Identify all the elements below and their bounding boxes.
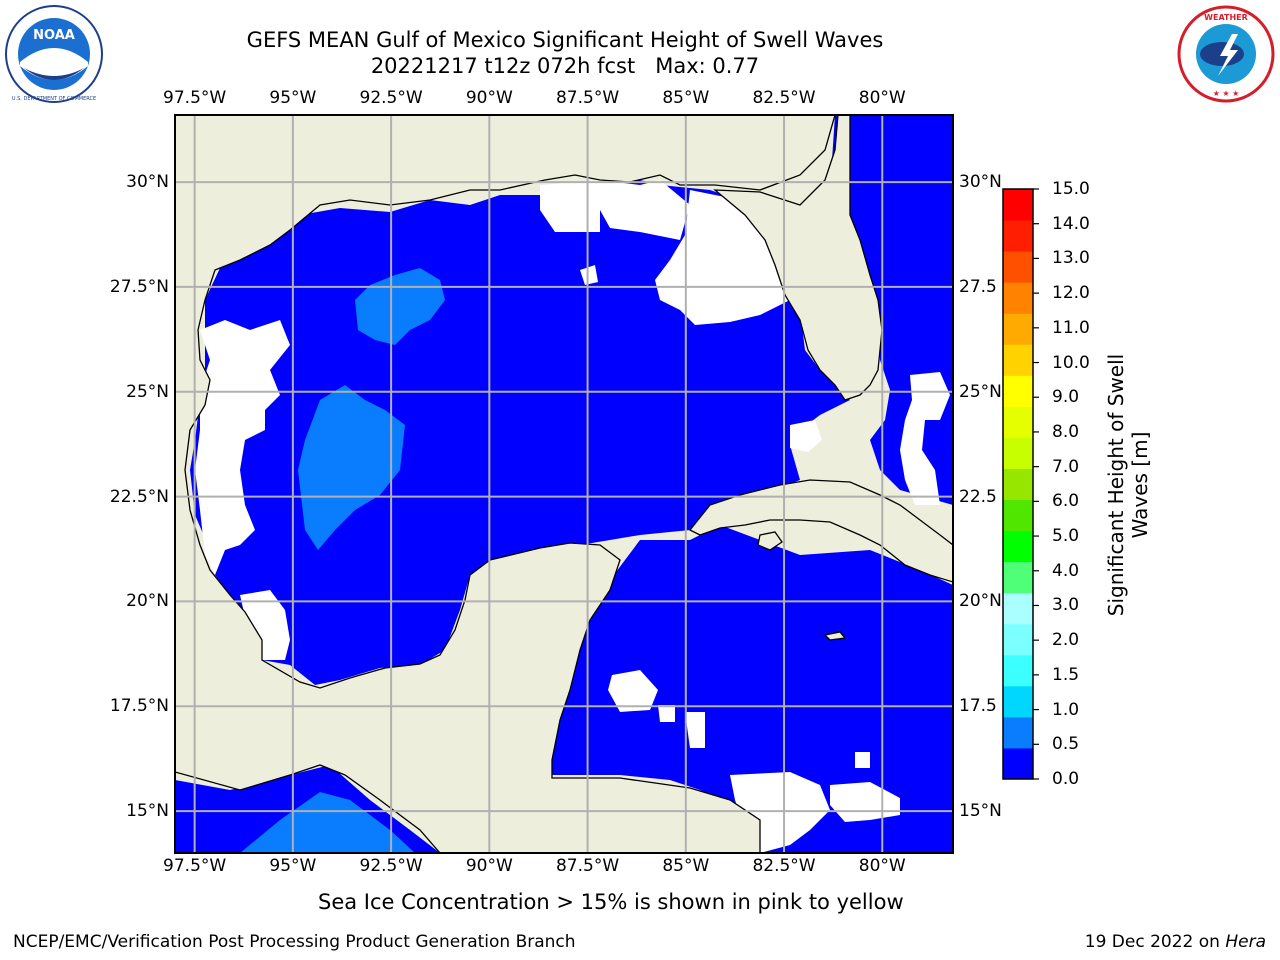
lat-tick-label: 15°N [126,801,169,822]
lat-tick-label: 15°N [959,801,1002,822]
colorbar-tick-label: 15.0 [1052,179,1090,199]
colorbar-tick-label: 1.5 [1052,664,1080,685]
colorbar-tick-label: 3.0 [1052,595,1080,616]
lon-tick-label: 80°W [858,88,906,108]
lon-tick-label: 92.5°W [359,856,423,876]
colorbar-segment [1003,530,1033,563]
lat-tick-label: 22.5°N [109,486,169,507]
colorbar-segment [1003,468,1033,501]
lat-tick-label: 27.5°N [109,276,169,297]
lon-tick-label: 95°W [269,856,317,876]
lat-tick-label: 17.5 [959,696,997,717]
lat-tick-label: 17.5°N [109,696,169,717]
colorbar-tick-label: 8.0 [1052,421,1080,442]
colorbar-tick-label: 5.0 [1052,526,1080,547]
map-frame-content [175,115,953,853]
lon-tick-label: 92.5°W [359,88,423,108]
colorbar-segment [1003,251,1033,283]
colorbar-segment [1003,344,1033,376]
colorbar-segment [1003,685,1033,718]
lat-tick-label: 25°N [126,381,169,402]
title-line-1: GEFS MEAN Gulf of Mexico Significant Hei… [246,28,884,52]
lon-tick-label: 90°W [465,856,513,876]
svg-text:U.S. DEPARTMENT OF COMMERCE: U.S. DEPARTMENT OF COMMERCE [12,96,96,102]
credit-host: Hera [1225,932,1266,952]
lon-tick-label: 97.5°W [163,856,227,876]
lon-tick-label: 90°W [465,88,513,108]
lon-tick-label: 82.5°W [752,856,816,876]
colorbar-segment [1003,716,1033,749]
colorbar-tick-label: 12.0 [1052,283,1090,304]
colorbar-segment [1003,313,1033,345]
colorbar-tick-label: 2.0 [1052,630,1080,651]
colorbar-tick-label: 9.0 [1052,387,1080,408]
colorbar-segment [1003,561,1033,594]
colorbar-tick-label: 13.0 [1052,248,1090,269]
lat-tick-label: 20°N [959,591,1002,612]
lat-tick-label: 25°N [959,381,1002,402]
colorbar-segment [1003,499,1033,532]
colorbar-segment [1003,406,1033,438]
credit-right: 19 Dec 2022 on Hera [1085,932,1266,952]
colorbar-title-line-2: Waves [m] [1128,431,1152,539]
credit-left: NCEP/EMC/Verification Post Processing Pr… [13,932,576,952]
lon-tick-label: 85°W [662,88,710,108]
colorbar-segment [1003,623,1033,656]
lat-tick-label: 22.5 [959,486,997,507]
colorbar-title-line-1: Significant Height of Swell [1104,353,1128,617]
colorbar-tick-label: 11.0 [1052,317,1090,338]
colorbar-tick-label: 1.0 [1052,699,1080,720]
colorbar [1003,188,1039,780]
colorbar-tick-label: 6.0 [1052,491,1080,512]
lon-tick-label: 97.5°W [163,88,227,108]
colorbar-segment [1003,592,1033,625]
svg-text:NOAA: NOAA [33,28,75,43]
colorbar-tick-label: 0.5 [1052,734,1080,755]
grid-lines [175,115,953,853]
chart-title: GEFS MEAN Gulf of Mexico Significant Hei… [215,27,915,79]
lon-tick-label: 80°W [858,856,906,876]
colorbar-segment [1003,282,1033,314]
lat-tick-label: 30°N [959,172,1002,193]
noaa-logo-icon: NOAA U.S. DEPARTMENT OF COMMERCE [4,4,104,104]
lat-tick-label: 27.5 [959,276,997,297]
swell-patch-west [298,385,405,550]
colorbar-segment [1003,220,1033,252]
colorbar-segment [1003,747,1033,780]
sea-ice-note: Sea Ice Concentration > 15% is shown in … [318,890,904,914]
lon-tick-label: 95°W [269,88,317,108]
colorbar-segment [1003,375,1033,407]
colorbar-title: Significant Height of Swell Waves [m] [1104,315,1152,655]
colorbar-tick-label: 4.0 [1052,560,1080,581]
colorbar-segment [1003,437,1033,469]
sea-pacific-swell [240,792,415,853]
nws-logo-icon: WEATHER ★ ★ ★ [1176,4,1276,104]
sea-caribbean [550,525,953,853]
colorbar-tick-label: 14.0 [1052,213,1090,234]
lat-tick-label: 20°N [126,591,169,612]
colorbar-segment [1003,189,1033,221]
map-border [174,114,954,854]
title-line-2: 20221217 t12z 072h fcst Max: 0.77 [370,54,760,78]
colorbar-tick-label: 0.0 [1052,769,1080,789]
lat-tick-label: 30°N [126,172,169,193]
colorbar-tick-label: 10.0 [1052,352,1090,373]
credit-date: 19 Dec 2022 on [1084,932,1226,952]
lon-tick-label: 87.5°W [555,856,620,876]
svg-text:WEATHER: WEATHER [1204,13,1248,22]
lon-tick-label: 82.5°W [752,88,816,108]
colorbar-tick-label: 7.0 [1052,456,1080,477]
lon-tick-label: 87.5°W [555,88,620,108]
colorbar-border [1002,188,1034,780]
lon-tick-label: 85°W [662,856,710,876]
svg-text:★ ★ ★: ★ ★ ★ [1213,89,1240,98]
colorbar-segment [1003,654,1033,687]
